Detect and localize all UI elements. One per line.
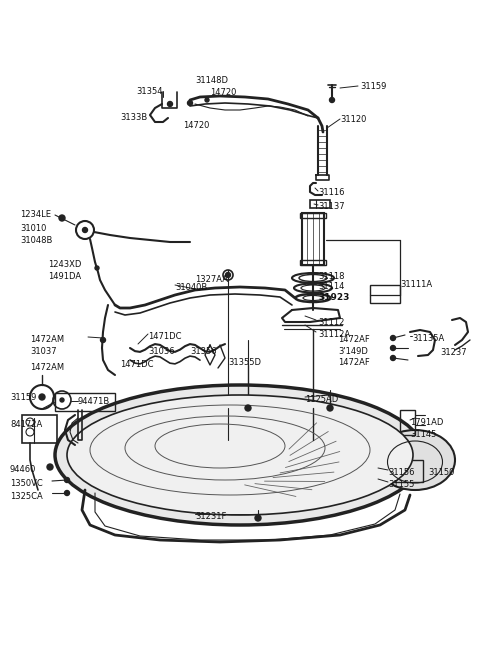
Bar <box>310 200 330 208</box>
Text: 31037: 31037 <box>30 347 57 356</box>
Circle shape <box>205 98 209 102</box>
Text: 1472AM: 1472AM <box>30 363 64 372</box>
Text: 1325CA: 1325CA <box>10 492 43 501</box>
Text: 31137: 31137 <box>318 202 345 211</box>
Bar <box>302 213 324 265</box>
Text: 1350VC: 1350VC <box>10 479 43 488</box>
Bar <box>300 260 326 265</box>
Bar <box>300 213 326 218</box>
Text: 31159: 31159 <box>360 82 386 91</box>
Text: 31036: 31036 <box>148 347 175 356</box>
Text: 31112: 31112 <box>318 318 344 327</box>
Text: 94471B: 94471B <box>78 397 110 406</box>
Circle shape <box>188 101 192 106</box>
Circle shape <box>226 273 230 277</box>
Text: 31150: 31150 <box>428 468 455 477</box>
Text: 1327AA: 1327AA <box>195 275 228 284</box>
Text: 31145: 31145 <box>410 430 436 439</box>
Text: 31135A: 31135A <box>412 334 444 343</box>
Text: 31231F: 31231F <box>195 512 227 521</box>
Text: 1791AD: 1791AD <box>410 418 444 427</box>
Circle shape <box>168 101 172 106</box>
Text: 31048B: 31048B <box>20 236 52 245</box>
Text: 31923: 31923 <box>318 293 349 302</box>
Text: 14720: 14720 <box>183 121 209 130</box>
Circle shape <box>95 266 99 270</box>
Circle shape <box>47 464 53 470</box>
Circle shape <box>59 215 65 221</box>
Bar <box>370 285 400 303</box>
Ellipse shape <box>375 430 455 490</box>
Circle shape <box>245 405 251 411</box>
Text: 1472AF: 1472AF <box>338 358 370 367</box>
Text: 1125AD: 1125AD <box>305 395 338 404</box>
Text: 31010: 31010 <box>20 224 47 233</box>
Circle shape <box>64 478 70 482</box>
Text: 31155: 31155 <box>388 480 414 489</box>
Bar <box>378 460 423 482</box>
Text: 31156: 31156 <box>388 468 415 477</box>
Text: 31114: 31114 <box>318 282 344 291</box>
Bar <box>22 415 57 443</box>
Text: 31120: 31120 <box>340 115 366 124</box>
Text: 31354: 31354 <box>136 87 163 96</box>
Text: 31159: 31159 <box>10 393 36 402</box>
Text: 1472AF: 1472AF <box>338 335 370 344</box>
Circle shape <box>83 227 87 233</box>
Text: 3133B: 3133B <box>121 113 148 122</box>
Bar <box>400 410 415 435</box>
Circle shape <box>391 336 396 340</box>
Circle shape <box>255 515 261 521</box>
Text: 31356: 31356 <box>190 347 216 356</box>
Text: 1471DC: 1471DC <box>120 360 154 369</box>
Text: 84172A: 84172A <box>10 420 42 429</box>
Text: 3'149D: 3'149D <box>338 347 368 356</box>
Ellipse shape <box>67 395 413 515</box>
Text: 1472AM: 1472AM <box>30 335 64 344</box>
Circle shape <box>60 398 64 402</box>
Text: 14720: 14720 <box>210 88 236 97</box>
Circle shape <box>327 405 333 411</box>
Circle shape <box>64 491 70 495</box>
Text: 1491DA: 1491DA <box>48 272 81 281</box>
Text: 31111A: 31111A <box>400 280 432 289</box>
Circle shape <box>39 394 45 400</box>
Text: 31116: 31116 <box>318 188 345 197</box>
Ellipse shape <box>55 385 425 525</box>
Circle shape <box>329 97 335 102</box>
Circle shape <box>100 338 106 342</box>
Text: 94460: 94460 <box>10 465 36 474</box>
Text: 31355D: 31355D <box>228 358 261 367</box>
Text: 31148D: 31148D <box>195 76 228 85</box>
Circle shape <box>391 355 396 361</box>
Text: 1234LE: 1234LE <box>20 210 51 219</box>
Text: 31040B: 31040B <box>175 283 207 292</box>
Bar <box>55 393 115 411</box>
Text: 1471DC: 1471DC <box>148 332 181 341</box>
Text: 31118: 31118 <box>318 272 345 281</box>
Text: 31112A: 31112A <box>318 330 350 339</box>
Text: 1243XD: 1243XD <box>48 260 82 269</box>
Circle shape <box>391 346 396 350</box>
Text: 31237: 31237 <box>440 348 467 357</box>
